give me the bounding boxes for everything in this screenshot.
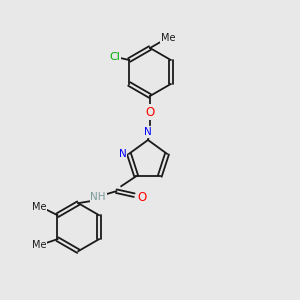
Text: O: O bbox=[138, 191, 147, 204]
Text: NH: NH bbox=[91, 192, 106, 202]
Text: O: O bbox=[146, 106, 154, 118]
Text: N: N bbox=[119, 149, 127, 159]
Text: Me: Me bbox=[161, 33, 175, 43]
Text: N: N bbox=[144, 127, 152, 137]
Text: Cl: Cl bbox=[110, 52, 121, 62]
Text: Me: Me bbox=[32, 240, 47, 250]
Text: Me: Me bbox=[32, 202, 47, 212]
